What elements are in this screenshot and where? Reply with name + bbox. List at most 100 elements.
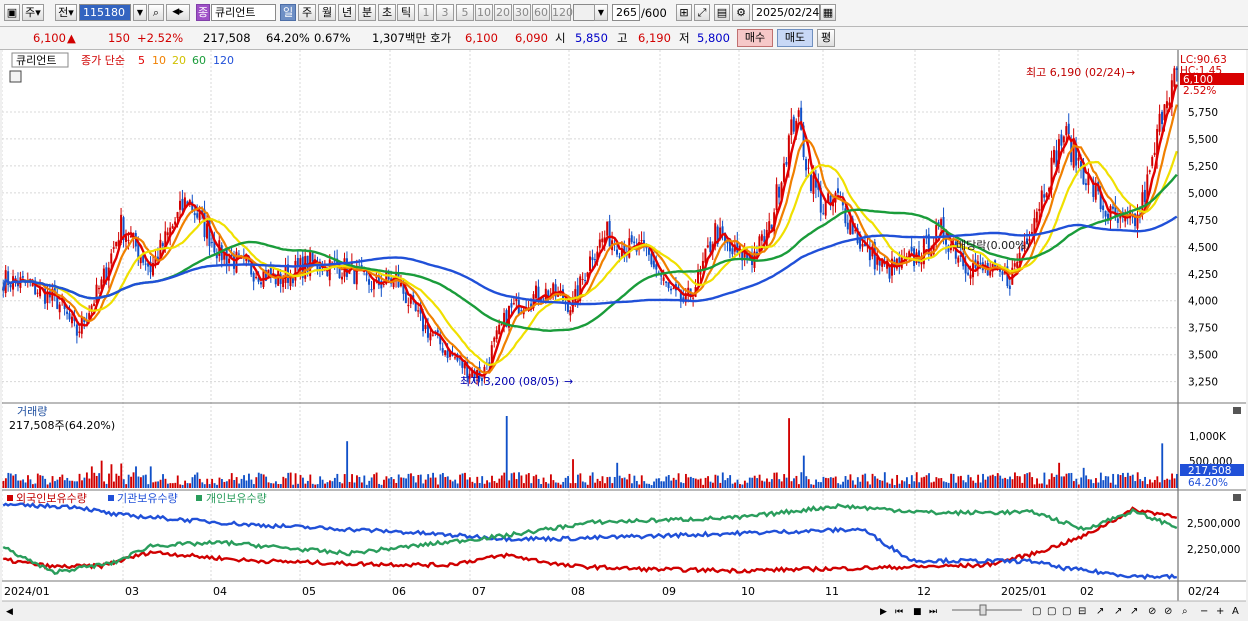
candle-body (620, 248, 623, 257)
candle-body (235, 251, 238, 273)
candle-body (836, 188, 839, 193)
volume-bar (773, 472, 776, 488)
evaluate-button[interactable]: 평 (817, 29, 835, 47)
line-tool-icon[interactable]: ↗ (1096, 606, 1104, 617)
window-menu-icon[interactable]: ▣ (4, 4, 20, 21)
minus-icon[interactable]: − (1200, 606, 1208, 617)
volume-bar (132, 472, 135, 488)
volume-bar (854, 484, 857, 488)
sell-button[interactable]: 매도 (777, 29, 813, 47)
tab-month[interactable]: 월 (318, 4, 336, 21)
stop-icon[interactable]: ■ (913, 607, 922, 617)
scroll-back-icon[interactable]: ⏮ (895, 607, 903, 617)
candle-body (480, 378, 483, 381)
high-annotation: 최고 6,190 (02/24) (1026, 66, 1125, 79)
stock-name-field[interactable]: 큐리언트 (211, 4, 276, 21)
interval-120[interactable]: 120 (551, 4, 573, 21)
volume-bar (1085, 475, 1088, 488)
x-axis-label: 07 (472, 585, 486, 598)
volume-bar (162, 474, 164, 488)
candle-body (910, 246, 913, 252)
candle-body (105, 267, 108, 280)
tab-week[interactable]: 주 (298, 4, 316, 21)
holdings-panel-close-icon[interactable] (1233, 494, 1241, 501)
volume-bar (581, 481, 584, 488)
interval-1[interactable]: 1 (418, 4, 434, 21)
plus-icon[interactable]: + (1216, 606, 1224, 617)
volume-bar (12, 475, 15, 488)
volume-bar (71, 480, 74, 488)
zoom-icon[interactable]: ⌕ (1182, 606, 1188, 617)
overlay-icon[interactable]: ▢ (1032, 606, 1041, 617)
eraser-icon[interactable]: ⊘ (1148, 606, 1156, 617)
tab-year[interactable]: 년 (338, 4, 356, 21)
period-type-select[interactable]: 주▾ (22, 4, 44, 21)
volume-bar (893, 485, 896, 488)
candle-body (151, 262, 154, 276)
volume-bar (797, 484, 800, 488)
volume-bar (918, 482, 921, 488)
tab-day[interactable]: 일 (280, 4, 296, 21)
volume-bar (9, 473, 12, 488)
sound-icon[interactable]: ◀▸ (166, 4, 190, 21)
chart-tool-icon[interactable]: ⤢ (694, 4, 710, 21)
view-count-input[interactable]: 265 (612, 4, 640, 21)
volume-bar (1163, 479, 1166, 488)
indicator-table-icon[interactable] (9, 70, 22, 83)
stock-code-input[interactable]: 115180 (79, 4, 131, 21)
ma-legend-10: 10 (152, 54, 166, 67)
interval-3[interactable]: 3 (436, 4, 454, 21)
candle-body (1075, 144, 1078, 166)
buy-button[interactable]: 매수 (737, 29, 773, 47)
interval-20[interactable]: 20 (494, 4, 512, 21)
search-icon[interactable]: ⌕ (148, 4, 164, 21)
candle-body (647, 248, 650, 255)
scroll-left-icon[interactable]: ◀ (6, 607, 13, 617)
window-icon[interactable]: ▢ (1062, 606, 1071, 617)
font-size-icon[interactable]: A (1232, 606, 1239, 617)
candle-body (697, 269, 700, 285)
candle-body (7, 271, 10, 286)
volume-bar (378, 483, 380, 488)
candle-body (827, 193, 830, 202)
candle-body (704, 248, 707, 263)
settings-gear-icon[interactable]: ⚙ (732, 4, 750, 21)
candle-body (569, 310, 572, 316)
volume-bar (221, 479, 223, 488)
volume-bar (39, 475, 42, 488)
tab-tick[interactable]: 틱 (397, 4, 415, 21)
volume-bar (955, 482, 957, 488)
volume-bar (844, 476, 847, 488)
volume-bar (584, 482, 587, 488)
code-dropdown-icon[interactable]: ▼ (133, 4, 147, 21)
scroll-right-icon[interactable]: ▶ (880, 607, 887, 617)
volume-bar (1119, 475, 1122, 488)
candle-body (829, 195, 832, 203)
chart-style-icon[interactable]: ⊘ (1164, 606, 1172, 617)
date-input[interactable]: 2025/02/24 (752, 4, 820, 21)
play-icon[interactable]: ⏭ (929, 607, 937, 617)
candle-body (269, 267, 272, 277)
volume-bar (193, 474, 196, 488)
interval-dropdown-icon[interactable]: ▼ (594, 4, 608, 21)
volume-bar (788, 418, 790, 488)
interval-10[interactable]: 10 (475, 4, 493, 21)
draw-icon[interactable]: ⊟ (1078, 606, 1086, 617)
fib-tool-icon[interactable]: ↗ (1130, 606, 1138, 617)
interval-5[interactable]: 5 (456, 4, 474, 21)
trend-tool-icon[interactable]: ↗ (1114, 606, 1122, 617)
compare-icon[interactable]: ▢ (1047, 606, 1056, 617)
market-select[interactable]: 전▾ (55, 4, 77, 21)
tab-second[interactable]: 초 (378, 4, 396, 21)
tab-minute[interactable]: 분 (358, 4, 376, 21)
candle-body (812, 175, 815, 194)
volume-bar (1018, 476, 1021, 488)
interval-30[interactable]: 30 (513, 4, 531, 21)
volume-bar (648, 483, 651, 488)
grid-icon[interactable]: ⊞ (676, 4, 692, 21)
save-icon[interactable]: ▤ (714, 4, 730, 21)
calendar-icon[interactable]: ▦ (820, 4, 836, 21)
zoom-slider-handle[interactable] (979, 604, 987, 616)
volume-panel-close-icon[interactable] (1233, 407, 1241, 414)
interval-60[interactable]: 60 (532, 4, 550, 21)
